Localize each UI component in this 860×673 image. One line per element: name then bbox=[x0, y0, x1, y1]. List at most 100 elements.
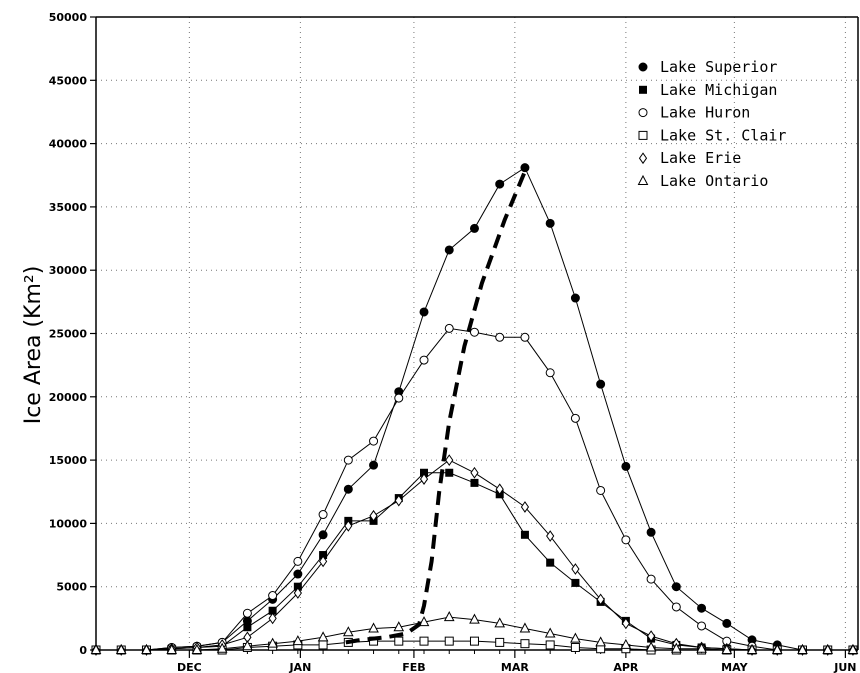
data-point-lake-superior bbox=[545, 218, 555, 228]
data-point-lake-st-clair bbox=[419, 636, 429, 646]
data-point-lake-ontario bbox=[342, 626, 354, 637]
x-tick-label: APR bbox=[613, 661, 639, 673]
data-point-lake-superior bbox=[722, 618, 732, 628]
data-point-lake-superior bbox=[520, 163, 530, 173]
data-point-lake-st-clair bbox=[495, 637, 505, 647]
data-point-lake-ontario bbox=[469, 613, 480, 624]
data-point-lake-erie bbox=[520, 501, 530, 513]
data-point-lake-ontario bbox=[671, 642, 682, 653]
data-point-lake-michigan bbox=[268, 606, 277, 615]
data-point-lake-erie bbox=[445, 454, 454, 466]
y-axis-label: Ice Area (Km²) bbox=[21, 266, 46, 425]
data-point-lake-ontario bbox=[115, 643, 127, 654]
data-point-lake-ontario bbox=[570, 632, 581, 643]
data-point-lake-michigan bbox=[520, 530, 529, 539]
data-point-lake-huron bbox=[545, 368, 555, 378]
data-point-lake-ontario bbox=[393, 621, 405, 632]
data-point-lake-ontario bbox=[519, 622, 531, 633]
data-point-lake-ontario bbox=[595, 636, 606, 647]
data-point-lake-superior bbox=[343, 484, 353, 494]
data-point-lake-ontario bbox=[317, 631, 329, 642]
legend-marker-lake-huron bbox=[638, 108, 648, 118]
data-point-lake-erie bbox=[293, 587, 302, 599]
data-point-lake-huron bbox=[293, 556, 303, 566]
series-lake-michigan bbox=[92, 468, 857, 654]
series-layer bbox=[90, 163, 859, 656]
data-point-lake-huron bbox=[646, 574, 656, 584]
data-point-lake-ontario bbox=[292, 635, 304, 646]
data-point-lake-st-clair bbox=[545, 640, 555, 650]
data-point-lake-ontario bbox=[191, 643, 203, 654]
series-lake-huron bbox=[91, 323, 858, 655]
data-point-lake-erie bbox=[495, 483, 504, 496]
y-tick-label: 40000 bbox=[49, 138, 88, 151]
legend-label-lake-st-clair: Lake St. Clair bbox=[660, 126, 786, 144]
data-point-lake-huron bbox=[495, 332, 505, 342]
data-point-lake-erie bbox=[571, 563, 580, 575]
data-point-lake-huron bbox=[369, 436, 379, 446]
y-tick-label: 10000 bbox=[49, 517, 88, 530]
data-point-lake-superior bbox=[671, 582, 681, 592]
data-point-lake-st-clair bbox=[570, 642, 580, 652]
data-point-lake-erie bbox=[621, 617, 630, 630]
data-point-lake-ontario bbox=[620, 638, 632, 649]
dashed-curve-layer bbox=[345, 170, 527, 645]
data-point-lake-ontario bbox=[645, 641, 657, 652]
x-tick-label: DEC bbox=[177, 661, 202, 673]
y-tick-label: 15000 bbox=[49, 454, 88, 467]
legend-marker-lake-erie bbox=[638, 152, 648, 165]
data-point-lake-erie bbox=[344, 520, 353, 532]
data-point-lake-erie bbox=[394, 494, 403, 507]
data-point-lake-michigan bbox=[420, 468, 429, 477]
data-point-lake-huron bbox=[520, 332, 530, 342]
data-point-lake-huron bbox=[570, 413, 580, 423]
legend-marker-lake-michigan bbox=[639, 85, 647, 94]
y-tick-label: 35000 bbox=[49, 201, 88, 214]
data-point-lake-ontario bbox=[494, 617, 506, 628]
data-point-lake-st-clair bbox=[394, 636, 404, 646]
data-point-lake-superior bbox=[419, 307, 429, 317]
data-point-lake-huron bbox=[268, 591, 278, 601]
data-point-lake-huron bbox=[596, 485, 606, 495]
data-point-lake-erie bbox=[596, 593, 605, 606]
y-tick-label: 45000 bbox=[49, 74, 88, 87]
series-lake-superior bbox=[91, 163, 858, 655]
series-line-lake-huron bbox=[96, 327, 853, 651]
legend-label-lake-huron: Lake Huron bbox=[660, 104, 750, 122]
data-point-lake-erie bbox=[268, 612, 277, 625]
data-point-lake-michigan bbox=[571, 578, 580, 587]
series-lake-ontario bbox=[90, 611, 859, 654]
data-point-lake-st-clair bbox=[520, 639, 530, 649]
data-point-lake-michigan bbox=[470, 478, 479, 487]
data-point-lake-huron bbox=[621, 535, 631, 545]
y-tick-label: 50000 bbox=[49, 11, 88, 24]
data-point-lake-ontario bbox=[721, 643, 733, 654]
data-point-lake-erie bbox=[646, 630, 656, 642]
data-point-lake-ontario bbox=[797, 643, 808, 654]
data-point-lake-ontario bbox=[90, 643, 102, 654]
gridlines bbox=[96, 17, 858, 650]
data-point-lake-superior bbox=[697, 603, 707, 613]
x-tick-label: JUN bbox=[833, 661, 856, 673]
data-point-lake-erie bbox=[369, 509, 378, 522]
legend-marker-lake-ontario bbox=[637, 174, 649, 185]
legend-label-lake-ontario: Lake Ontario bbox=[660, 172, 768, 190]
data-point-lake-huron bbox=[242, 608, 252, 618]
data-point-lake-ontario bbox=[771, 643, 783, 654]
data-point-lake-st-clair bbox=[444, 636, 454, 646]
series-line-lake-superior bbox=[96, 166, 853, 651]
data-point-lake-ontario bbox=[242, 640, 253, 651]
legend: Lake Superior Lake Michigan Lake Huron Lake… bbox=[637, 58, 786, 190]
data-point-lake-erie bbox=[419, 473, 429, 485]
data-point-lake-michigan bbox=[243, 623, 252, 632]
x-tick-label: JAN bbox=[288, 661, 311, 673]
data-point-lake-ontario bbox=[847, 643, 859, 654]
data-point-lake-superior bbox=[444, 245, 454, 255]
data-point-lake-erie bbox=[546, 530, 555, 542]
y-tick-labels: 0 5000 10000 15000 20000 25000 30000 35000 40000… bbox=[49, 11, 88, 657]
data-point-lake-ontario bbox=[746, 643, 758, 654]
y-tick-label: 5000 bbox=[56, 581, 87, 594]
data-point-lake-ontario bbox=[822, 643, 834, 654]
data-point-lake-erie bbox=[470, 466, 479, 479]
data-point-lake-erie bbox=[318, 555, 328, 568]
